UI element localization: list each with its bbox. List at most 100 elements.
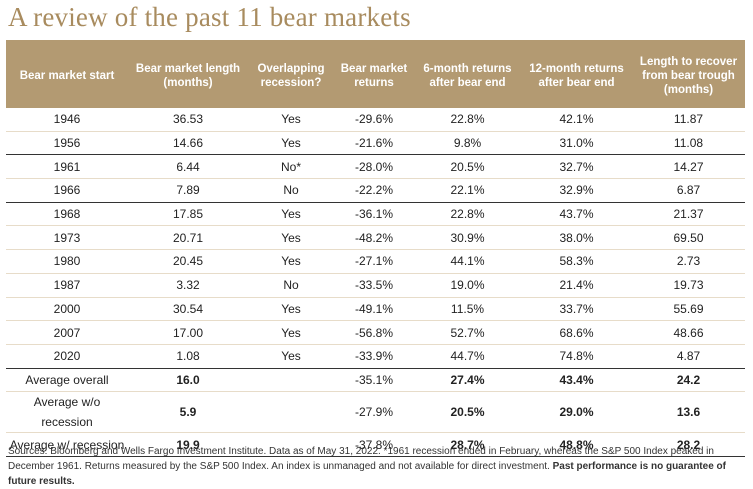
table-cell: 55.69: [632, 297, 745, 322]
average-cell: Average w/ recession: [6, 432, 128, 457]
table-cell: 52.7%: [414, 320, 521, 345]
table-cell: -21.6%: [334, 131, 414, 156]
average-cell: 13.6: [632, 391, 745, 434]
table-cell: 7.89: [128, 178, 248, 203]
average-cell: 27.4%: [414, 368, 521, 393]
table-row: 2007 17.00 Yes -56.8% 52.7% 68.6% 48.66: [6, 320, 745, 345]
table-cell: 1968: [6, 202, 128, 227]
table-cell: 21.37: [632, 202, 745, 227]
table-cell: Yes: [248, 108, 334, 132]
table-cell: -49.1%: [334, 297, 414, 322]
table-cell: 2020: [6, 344, 128, 369]
table-row: 1966 7.89 No -22.2% 22.1% 32.9% 6.87: [6, 178, 745, 203]
table-cell: 17.00: [128, 320, 248, 345]
table-cell: 44.7%: [414, 344, 521, 369]
table-cell: -56.8%: [334, 320, 414, 345]
table-cell: 9.8%: [414, 131, 521, 156]
table-cell: -27.1%: [334, 249, 414, 274]
col-header-12m: 12-month returns after bear end: [521, 40, 632, 108]
table-cell: Yes: [248, 320, 334, 345]
average-cell: -35.1%: [334, 368, 414, 393]
table-cell: 22.1%: [414, 178, 521, 203]
table-row: 1956 14.66 Yes -21.6% 9.8% 31.0% 11.08: [6, 131, 745, 156]
table-cell: -33.9%: [334, 344, 414, 369]
table-cell: Yes: [248, 202, 334, 227]
table-cell: 2000: [6, 297, 128, 322]
average-cell: 20.5%: [414, 391, 521, 434]
table-cell: -48.2%: [334, 225, 414, 251]
average-cell: 28.7%: [414, 432, 521, 457]
table-cell: Yes: [248, 225, 334, 251]
average-cell: [248, 368, 334, 393]
table-cell: -33.5%: [334, 273, 414, 298]
table-cell: 58.3%: [521, 249, 632, 274]
table-cell: 30.54: [128, 297, 248, 322]
header-row: Bear market start Bear market length (mon…: [6, 40, 745, 108]
table-cell: 1946: [6, 108, 128, 132]
average-cell: -37.8%: [334, 432, 414, 457]
footnote-text: Sources: Bloomberg and Wells Fargo Inves…: [8, 446, 714, 472]
average-cell: Average w/o recession: [6, 391, 128, 434]
table-cell: 4.87: [632, 344, 745, 369]
table-cell: 14.66: [128, 131, 248, 156]
table-cell: 20.45: [128, 249, 248, 274]
table-cell: 2007: [6, 320, 128, 345]
table-cell: 19.0%: [414, 273, 521, 298]
table-row: 1973 20.71 Yes -48.2% 30.9% 38.0% 69.50: [6, 225, 745, 251]
table-cell: 14.27: [632, 154, 745, 180]
table-cell: -36.1%: [334, 202, 414, 227]
table-cell: 1987: [6, 273, 128, 298]
page-title: A review of the past 11 bear markets: [8, 2, 411, 32]
table-cell: 42.1%: [521, 108, 632, 132]
table-cell: 11.08: [632, 131, 745, 156]
table-cell: 17.85: [128, 202, 248, 227]
table-row: 1980 20.45 Yes -27.1% 44.1% 58.3% 2.73: [6, 249, 745, 274]
average-cell: 29.0%: [521, 391, 632, 434]
average-cell: [248, 432, 334, 457]
table-cell: 19.73: [632, 273, 745, 298]
col-header-length: Bear market length (months): [128, 40, 248, 108]
table-cell: -22.2%: [334, 178, 414, 203]
col-header-returns: Bear market returns: [334, 40, 414, 108]
table-row: 2000 30.54 Yes -49.1% 11.5% 33.7% 55.69: [6, 297, 745, 322]
average-row: Average overall 16.0 -35.1% 27.4% 43.4% 24.2: [6, 368, 745, 393]
table-cell: 20.5%: [414, 154, 521, 180]
table-cell: 44.1%: [414, 249, 521, 274]
average-row: Average w/ recession 19.9 -37.8% 28.7% 48.8%…: [6, 432, 745, 457]
table-cell: 30.9%: [414, 225, 521, 251]
table-cell: 48.66: [632, 320, 745, 345]
table-cell: 33.7%: [521, 297, 632, 322]
table-cell: 1961: [6, 154, 128, 180]
table-cell: 69.50: [632, 225, 745, 251]
table-cell: 22.8%: [414, 202, 521, 227]
table-cell: 6.44: [128, 154, 248, 180]
bear-markets-table: Bear market start Bear market length (mon…: [6, 40, 745, 457]
average-cell: 24.2: [632, 368, 745, 393]
table-cell: 21.4%: [521, 273, 632, 298]
table-cell: 68.6%: [521, 320, 632, 345]
table-cell: 2.73: [632, 249, 745, 274]
table-cell: Yes: [248, 344, 334, 369]
table-cell: Yes: [248, 297, 334, 322]
table-cell: No*: [248, 154, 334, 180]
table-row: 1946 36.53 Yes -29.6% 22.8% 42.1% 11.87: [6, 108, 745, 132]
col-header-start: Bear market start: [6, 40, 128, 108]
table-cell: -29.6%: [334, 108, 414, 132]
table-cell: Yes: [248, 131, 334, 156]
table-cell: 20.71: [128, 225, 248, 251]
table-cell: 11.5%: [414, 297, 521, 322]
table-cell: Yes: [248, 249, 334, 274]
table-cell: 3.32: [128, 273, 248, 298]
table-cell: 1980: [6, 249, 128, 274]
col-header-recession: Overlapping recession?: [248, 40, 334, 108]
table-cell: 6.87: [632, 178, 745, 203]
table-cell: -28.0%: [334, 154, 414, 180]
table-row: 1968 17.85 Yes -36.1% 22.8% 43.7% 21.37: [6, 202, 745, 227]
average-cell: 19.9: [128, 432, 248, 457]
average-row: Average w/o recession 5.9 -27.9% 20.5% 29.0%…: [6, 391, 745, 434]
table-cell: 74.8%: [521, 344, 632, 369]
col-header-recover: Length to recover from bear trough (months…: [632, 40, 745, 108]
average-cell: Average overall: [6, 368, 128, 393]
col-header-6m: 6-month returns after bear end: [414, 40, 521, 108]
average-cell: 28.2: [632, 432, 745, 457]
